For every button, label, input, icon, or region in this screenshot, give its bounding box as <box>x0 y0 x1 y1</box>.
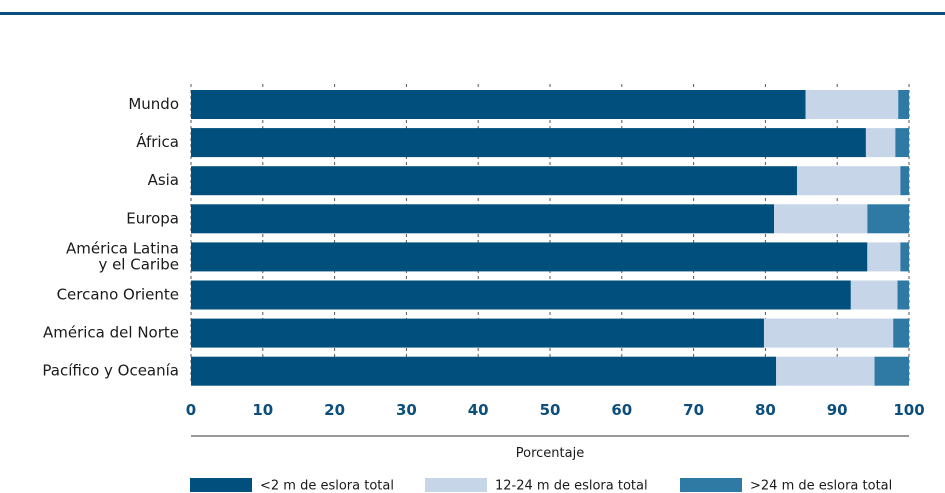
x-tick-label-2: 20 <box>324 401 345 419</box>
bar-4-series-2 <box>900 242 909 272</box>
bar-2-series-2 <box>900 166 909 196</box>
bar-1-series-0 <box>191 128 866 158</box>
legend-label-2: >24 m de eslora total <box>750 479 892 493</box>
bar-4-series-0 <box>191 242 868 272</box>
legend-swatch-2 <box>680 478 742 492</box>
x-tick-labels: 0 10 20 30 40 50 60 70 80 90 100 <box>186 401 925 419</box>
x-tick-label-0: 0 <box>186 401 196 419</box>
category-label-5: Cercano Oriente <box>57 286 179 304</box>
x-tick-label-9: 90 <box>827 401 848 419</box>
x-tick-label-4: 40 <box>468 401 489 419</box>
bar-0-series-1 <box>805 90 899 119</box>
bar-6-series-1 <box>763 318 894 348</box>
category-label-6: América del Norte <box>43 324 179 342</box>
bar-3-series-1 <box>774 204 868 234</box>
x-tick-label-6: 60 <box>611 401 632 419</box>
bar-7-series-2 <box>874 356 909 386</box>
x-tick-label-5: 50 <box>540 401 561 419</box>
legend-swatch-1 <box>425 478 487 492</box>
category-label-2: Asia <box>148 171 179 189</box>
bar-5-series-2 <box>897 280 909 310</box>
category-label-1: África <box>136 132 179 151</box>
bar-2-series-1 <box>796 166 901 196</box>
bar-6-series-2 <box>893 318 909 348</box>
bar-1-series-2 <box>895 128 909 158</box>
bar-3-series-0 <box>191 204 775 234</box>
x-tick-label-1: 10 <box>252 401 273 419</box>
x-axis-label: Porcentaje <box>516 446 584 461</box>
x-tick-label-3: 30 <box>396 401 417 419</box>
bar-6-series-0 <box>191 318 764 348</box>
category-label-0: Mundo <box>128 95 179 113</box>
bar-3-series-2 <box>867 204 909 234</box>
bar-0-series-2 <box>898 90 909 119</box>
legend-swatch-0 <box>190 478 252 492</box>
bar-7-series-1 <box>776 356 875 386</box>
category-label-3: Europa <box>126 209 179 227</box>
bars <box>191 90 909 386</box>
legend: <2 m de eslora total 12-24 m de eslora to… <box>190 478 892 493</box>
top-rule <box>0 12 945 15</box>
bar-7-series-0 <box>191 356 777 386</box>
x-tick-label-8: 80 <box>755 401 776 419</box>
category-label-4-line-1: y el Caribe <box>98 255 179 273</box>
legend-label-1: 12-24 m de eslora total <box>495 479 648 493</box>
bar-4-series-1 <box>867 242 901 272</box>
x-tick-label-7: 70 <box>683 401 704 419</box>
bar-0-series-0 <box>191 90 806 119</box>
bar-5-series-1 <box>850 280 898 310</box>
x-tick-label-10: 100 <box>893 401 924 419</box>
legend-label-0: <2 m de eslora total <box>260 479 394 493</box>
bar-1-series-1 <box>865 128 896 158</box>
bar-2-series-0 <box>191 166 797 196</box>
bar-5-series-0 <box>191 280 851 310</box>
category-label-4-line-0: América Latina <box>66 239 179 257</box>
category-label-7: Pacífico y Oceanía <box>42 362 179 380</box>
